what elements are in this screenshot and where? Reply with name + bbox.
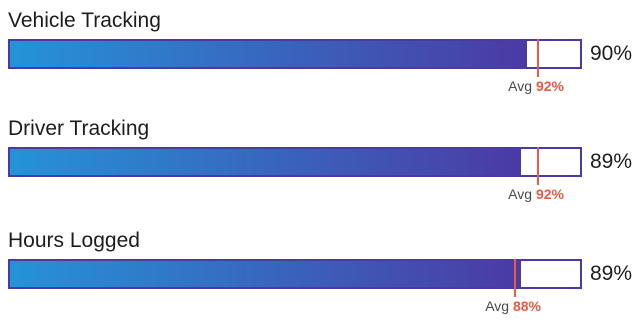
average-label: Avg 92% xyxy=(508,77,564,95)
average-value: 92% xyxy=(535,78,564,94)
average-label: Avg 88% xyxy=(485,297,541,315)
average-value: 92% xyxy=(535,186,564,202)
metric-label: Vehicle Tracking xyxy=(8,9,161,32)
progress-fill xyxy=(10,149,521,175)
average-prefix: Avg xyxy=(508,186,533,202)
metric-label: Driver Tracking xyxy=(8,117,150,140)
metric-driver-tracking: Driver Tracking 89% Avg 92% xyxy=(8,117,644,217)
average-marker xyxy=(514,259,517,297)
average-prefix: Avg xyxy=(508,78,533,94)
metric-vehicle-tracking: Vehicle Tracking 90% Avg 92% xyxy=(8,9,644,109)
average-marker xyxy=(537,39,540,77)
metric-value: 89% xyxy=(590,150,633,173)
progress-track xyxy=(8,259,582,297)
average-value: 88% xyxy=(512,298,542,314)
progress-fill xyxy=(10,261,521,287)
progress-track xyxy=(8,39,582,77)
average-marker xyxy=(537,147,540,185)
metric-hours-logged: Hours Logged 89% Avg 88% xyxy=(8,229,644,329)
metric-label: Hours Logged xyxy=(8,229,140,252)
metric-value: 89% xyxy=(590,262,633,285)
progress-track xyxy=(8,147,582,185)
average-label: Avg 92% xyxy=(508,185,564,203)
progress-fill xyxy=(10,41,527,67)
average-prefix: Avg xyxy=(485,298,510,314)
metric-value: 90% xyxy=(590,42,633,65)
